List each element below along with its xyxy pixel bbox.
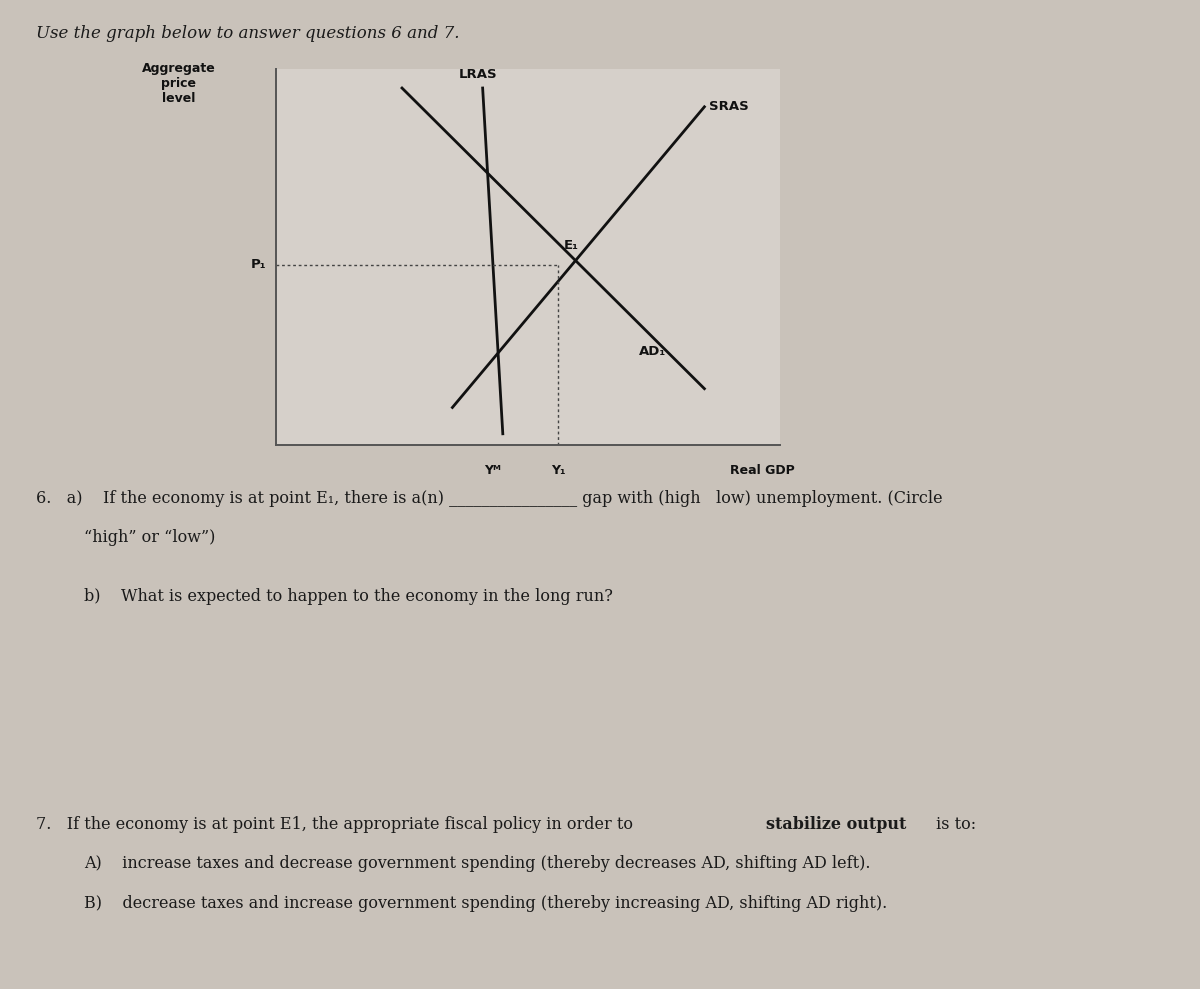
Text: Use the graph below to answer questions 6 and 7.: Use the graph below to answer questions … [36,25,460,42]
Text: SRAS: SRAS [709,100,749,114]
Text: b)    What is expected to happen to the economy in the long run?: b) What is expected to happen to the eco… [84,588,613,605]
Text: LRAS: LRAS [458,67,497,80]
Text: AD₁: AD₁ [638,344,666,358]
Text: Y₁: Y₁ [551,464,565,477]
Text: Aggregate
price
level: Aggregate price level [142,61,216,105]
Text: 7.   If the economy is at point E1, the appropriate fiscal policy in order to: 7. If the economy is at point E1, the ap… [36,816,638,833]
Text: stabilize output: stabilize output [766,816,906,833]
Text: E₁: E₁ [563,238,578,251]
Text: “high” or “low”): “high” or “low”) [84,529,215,546]
Text: A)    increase taxes and decrease government spending (thereby decreases AD, shi: A) increase taxes and decrease governmen… [84,855,870,872]
Text: P₁: P₁ [251,258,266,271]
Text: B)    decrease taxes and increase government spending (thereby increasing AD, sh: B) decrease taxes and increase governmen… [84,895,887,912]
Text: Yᴹ: Yᴹ [485,464,502,477]
Text: Real GDP: Real GDP [731,464,796,477]
Text: 6.   a)    If the economy is at point E₁, there is a(n) ________________ gap wit: 6. a) If the economy is at point E₁, the… [36,490,943,506]
Text: is to:: is to: [931,816,977,833]
